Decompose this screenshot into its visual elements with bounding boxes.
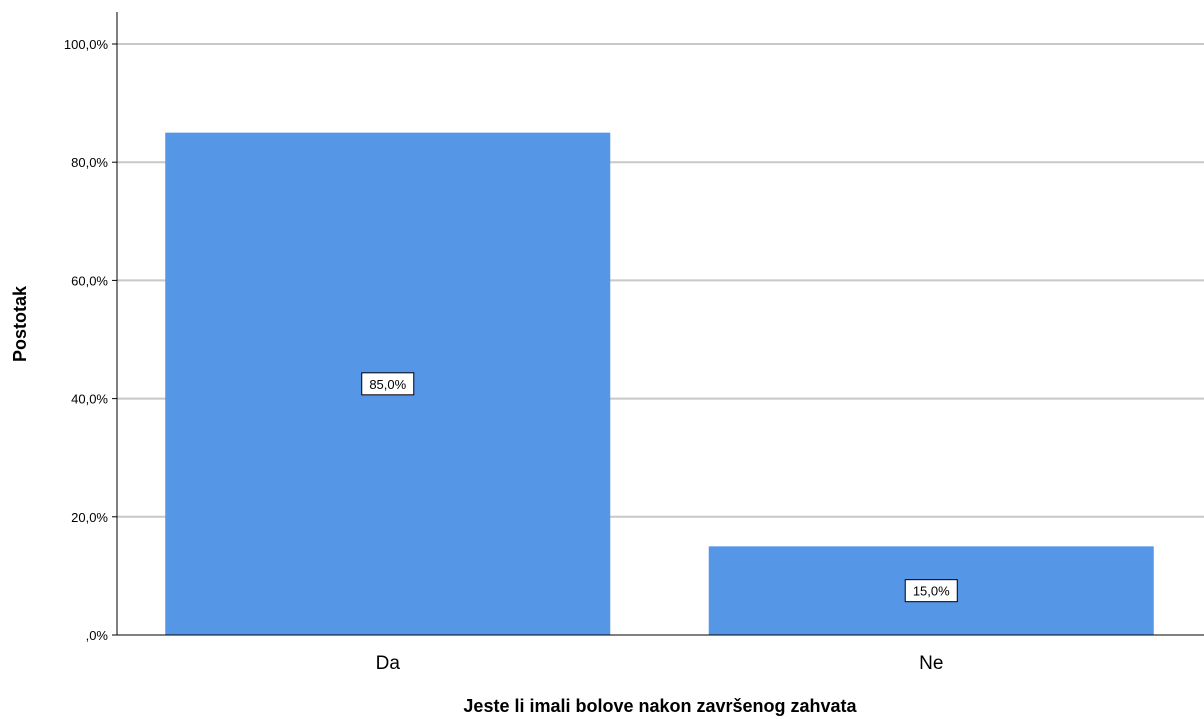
y-tick-label: 60,0%: [71, 273, 108, 288]
data-label: 85,0%: [361, 372, 415, 396]
y-tick-label: 20,0%: [71, 510, 108, 525]
bars: [165, 132, 1154, 635]
y-tick-label: 40,0%: [71, 392, 108, 407]
x-axis-title: Jeste li imali bolove nakon završenog za…: [463, 696, 857, 716]
axes: ,0% 20,0% 40,0% 60,0% 80,0% 100,0% Da Ne: [64, 12, 1204, 674]
y-tick-label: 80,0%: [71, 155, 108, 170]
y-axis-title: Postotak: [10, 285, 30, 362]
x-tick-label: Da: [376, 653, 401, 674]
data-label-box: [361, 372, 415, 396]
data-labels: 85,0% 15,0%: [361, 372, 958, 603]
data-label-text: 85,0%: [369, 377, 406, 392]
data-label: 15,0%: [904, 579, 958, 603]
data-label-box: [904, 579, 958, 603]
y-tick-label: ,0%: [86, 628, 109, 643]
data-label-text: 15,0%: [913, 584, 950, 599]
x-tick-label: Ne: [919, 653, 943, 674]
y-tick-label: 100,0%: [64, 37, 109, 52]
